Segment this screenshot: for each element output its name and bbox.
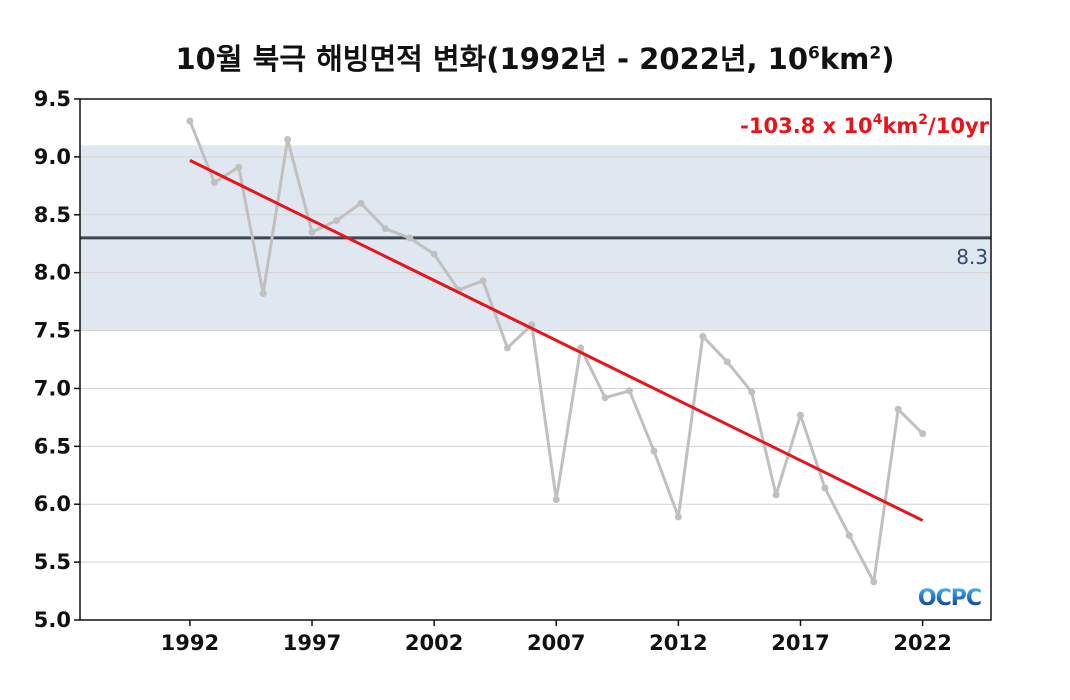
- y-tick-label: 6.5: [34, 434, 71, 458]
- ocpc-logo-text: OCPC: [918, 586, 981, 611]
- x-tick-label: 2002: [405, 631, 463, 655]
- trend-line: [189, 159, 924, 522]
- ocpc-logo: OCPC: [918, 586, 982, 611]
- data-point: [601, 394, 609, 402]
- y-tick-label: 8.0: [34, 261, 71, 285]
- plot-area-frame: [79, 98, 992, 621]
- data-point: [308, 228, 316, 236]
- data-point: [284, 136, 292, 144]
- y-tick-label: 5.0: [34, 608, 71, 632]
- data-point: [748, 388, 756, 396]
- data-point: [796, 411, 804, 419]
- x-tick-label: 2022: [893, 631, 951, 655]
- data-point: [626, 387, 634, 395]
- data-point: [674, 513, 682, 521]
- chart-title-exponent-2: 2: [869, 43, 882, 64]
- y-tick-label: 7.0: [34, 376, 71, 400]
- x-axis: 1992 1997 2002 2007 2012 2017 2022: [161, 620, 952, 655]
- chart-title-close: ): [881, 42, 895, 76]
- data-series-layer: [186, 117, 927, 586]
- chart-title-text: 10월 북극 해빙면적 변화(1992년 - 2022년, 10: [175, 42, 809, 76]
- chart-title-exponent-1: 6: [808, 43, 820, 64]
- y-tick-label: 9.5: [34, 87, 71, 111]
- x-tick-label: 2012: [649, 631, 707, 655]
- x-tick-label: 2017: [771, 631, 829, 655]
- data-point: [235, 163, 243, 171]
- data-point: [650, 447, 658, 455]
- data-point: [845, 531, 853, 539]
- chart-title-unit: km: [819, 42, 870, 76]
- trend-line-layer: [189, 159, 924, 522]
- data-point: [479, 277, 487, 285]
- data-point: [894, 405, 902, 413]
- y-tick-label: 5.5: [34, 550, 71, 574]
- data-point: [357, 199, 365, 207]
- x-tick-label: 1997: [283, 631, 341, 655]
- chart-title: 10월 북극 해빙면적 변화(1992년 - 2022년, 106km2): [0, 36, 1070, 78]
- y-axis: 5.0 5.5 6.0 6.5 7.0 7.5 8.0 8.5 9.0 9.5: [34, 87, 80, 632]
- data-point: [259, 290, 267, 298]
- x-tick-label: 1992: [161, 631, 219, 655]
- y-tick-label: 7.5: [34, 319, 71, 343]
- data-point: [552, 496, 560, 504]
- y-tick-label: 8.5: [34, 203, 71, 227]
- data-point: [821, 484, 829, 492]
- data-point: [406, 234, 414, 242]
- data-point: [919, 430, 927, 438]
- y-tick-label: 9.0: [34, 145, 71, 169]
- x-tick-label: 2007: [527, 631, 585, 655]
- data-point: [870, 578, 878, 586]
- grid-layer: [80, 156, 991, 563]
- data-point: [186, 117, 194, 125]
- data-point: [210, 178, 218, 186]
- y-tick-label: 6.0: [34, 492, 71, 516]
- reference-line-label: 8.3: [956, 245, 988, 269]
- data-point: [381, 225, 389, 233]
- data-point: [772, 491, 780, 499]
- data-point: [699, 332, 707, 340]
- data-point: [503, 344, 511, 352]
- data-point: [577, 344, 585, 352]
- trend-rate-label: -103.8 x 104km2/10yr: [740, 112, 989, 138]
- data-point: [332, 217, 340, 225]
- data-point: [430, 250, 438, 258]
- data-point: [723, 358, 731, 366]
